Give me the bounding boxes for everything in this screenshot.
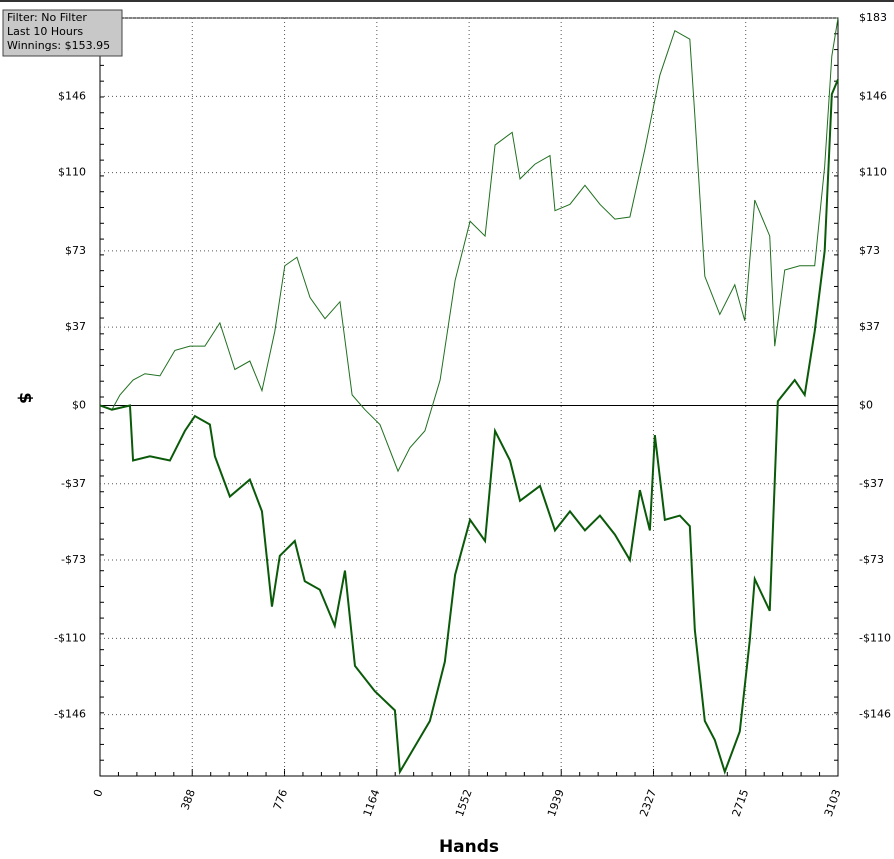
y2-tick-label: -$73 xyxy=(859,553,884,566)
y2-tick-label: -$37 xyxy=(859,477,884,490)
series-line xyxy=(99,79,839,775)
y-tick-label: $0 xyxy=(72,398,86,411)
y2-tick-label: $183 xyxy=(859,11,887,24)
y2-tick-label: $37 xyxy=(859,320,880,333)
info-line: Winnings: $153.95 xyxy=(7,39,110,52)
y-tick-label: $110 xyxy=(58,166,86,179)
y2-tick-label: $73 xyxy=(859,244,880,257)
y-tick-label: $146 xyxy=(58,89,86,102)
y-tick-label: -$110 xyxy=(54,631,86,644)
y2-tick-label: $0 xyxy=(859,398,873,411)
y2-tick-label: $146 xyxy=(859,89,887,102)
info-box xyxy=(2,9,123,57)
x-axis-label: Hands xyxy=(439,837,499,857)
y-tick-label: -$37 xyxy=(61,477,86,490)
y-axis-label: $ xyxy=(15,392,35,404)
x-tick-label: 0 xyxy=(91,788,106,799)
y2-tick-label: -$110 xyxy=(859,631,891,644)
info-line: Filter: No Filter xyxy=(7,11,87,24)
y-tick-label: $37 xyxy=(65,320,86,333)
y2-tick-label: -$146 xyxy=(859,708,891,721)
y-tick-label: $73 xyxy=(65,244,86,257)
info-line: Last 10 Hours xyxy=(7,25,83,38)
y2-tick-label: $110 xyxy=(859,166,887,179)
y-tick-label: -$73 xyxy=(61,553,86,566)
y-tick-label: -$146 xyxy=(54,708,86,721)
series-line xyxy=(99,17,839,473)
